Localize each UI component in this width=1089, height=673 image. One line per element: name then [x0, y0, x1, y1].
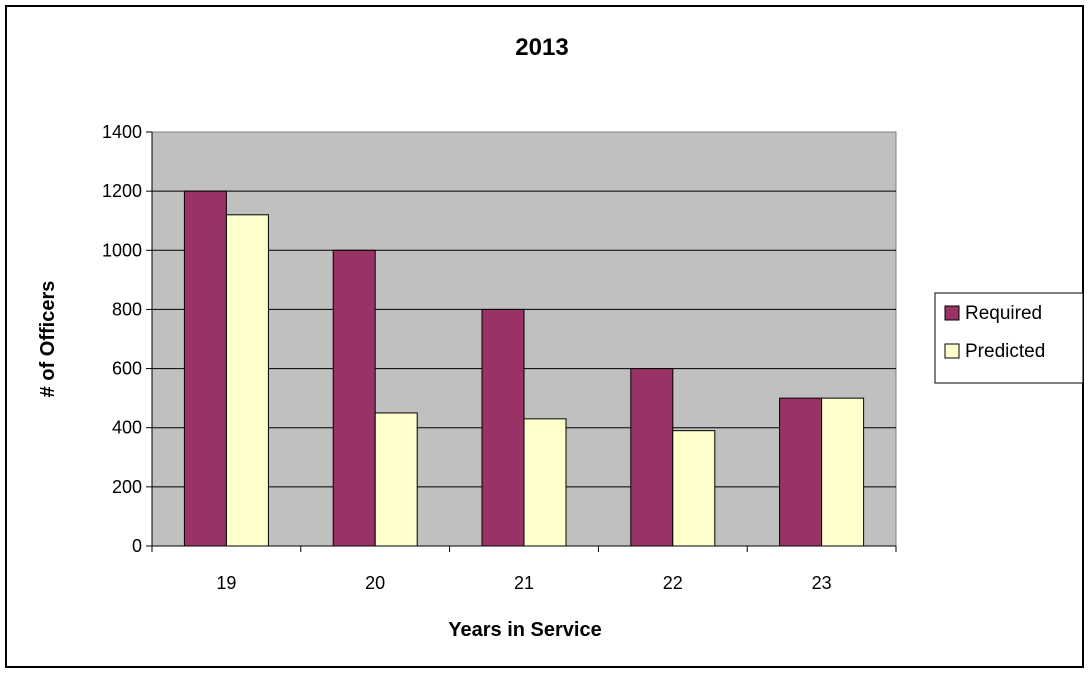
- bar-predicted-19: [225, 214, 269, 547]
- bar-required-20: [332, 249, 376, 547]
- y-tick-label: 1000: [102, 240, 142, 260]
- y-tick-label: 400: [112, 418, 142, 438]
- bar-required-23: [779, 397, 823, 547]
- bar-required-22: [630, 368, 674, 547]
- y-axis-title: # of Officers: [37, 281, 59, 398]
- x-tick-label: 22: [663, 573, 683, 593]
- bar-predicted-20: [374, 412, 418, 547]
- y-tick-label: 1200: [102, 181, 142, 201]
- bar-predicted-22: [672, 430, 716, 547]
- bar-predicted-21: [523, 418, 567, 547]
- legend-label-predicted: Predicted: [965, 341, 1045, 362]
- x-axis-title: Years in Service: [448, 619, 601, 641]
- y-tick-label: 600: [112, 359, 142, 379]
- x-tick-label: 21: [514, 573, 534, 593]
- legend: Required Predicted: [934, 292, 1084, 384]
- x-tick-label: 19: [216, 573, 236, 593]
- y-tick-label: 200: [112, 477, 142, 497]
- bar-predicted-23: [821, 397, 865, 547]
- axes: [146, 131, 897, 552]
- x-tick-labels: 19 20 21 22 23: [216, 573, 831, 593]
- chart-title: 2013: [515, 34, 568, 61]
- x-tick-label: 23: [812, 573, 832, 593]
- legend-swatch-required: [944, 305, 960, 321]
- legend-label-required: Required: [965, 303, 1042, 324]
- bars: [183, 190, 865, 547]
- y-tick-label: 800: [112, 299, 142, 319]
- y-tick-label: 1400: [102, 122, 142, 142]
- bar-required-19: [183, 190, 227, 547]
- bar-required-21: [481, 308, 525, 547]
- legend-box: [934, 292, 1084, 384]
- y-tick-label: 0: [132, 536, 142, 556]
- y-tick-labels: 0 200 400 600 800 1000 1200 1400: [102, 122, 142, 556]
- legend-swatch-predicted: [944, 343, 960, 359]
- x-tick-label: 20: [365, 573, 385, 593]
